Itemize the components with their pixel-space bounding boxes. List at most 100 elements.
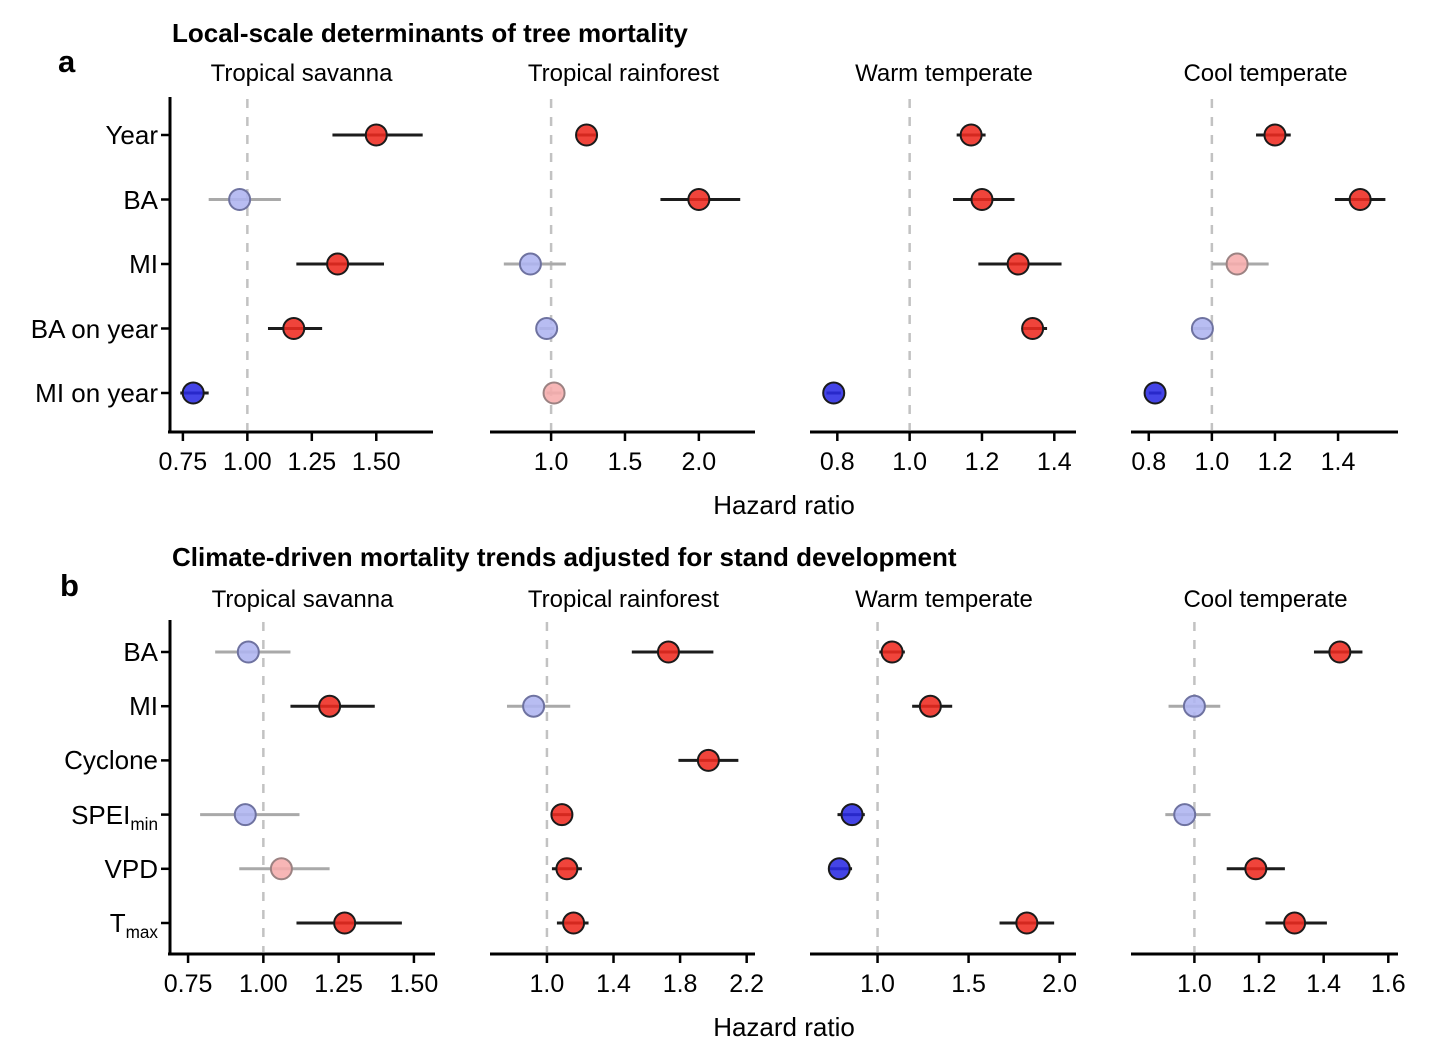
x-tick-label: 1.4 xyxy=(1320,448,1356,476)
facet-title: Tropical savanna xyxy=(210,60,393,87)
estimate-point xyxy=(364,123,388,147)
estimate-point xyxy=(518,252,542,276)
x-tick-label: 2.0 xyxy=(681,448,717,476)
x-tick-label: 1.2 xyxy=(1241,970,1277,998)
estimate-point xyxy=(1225,252,1249,276)
estimate-point xyxy=(1244,857,1268,881)
estimate-point xyxy=(1348,188,1372,211)
row-label-subscript: min xyxy=(130,813,158,834)
x-tick-label: 1.0 xyxy=(1194,448,1230,476)
x-tick-label: 1.0 xyxy=(533,448,569,476)
panel-a-letter: a xyxy=(58,44,76,79)
estimate-point xyxy=(269,857,293,881)
row-label: MI xyxy=(129,691,158,722)
row-label: SPEImin xyxy=(71,799,158,834)
estimate-point xyxy=(1021,317,1045,340)
estimate-point xyxy=(1283,911,1307,935)
estimate-point xyxy=(282,317,306,340)
estimate-point xyxy=(1182,694,1206,718)
x-tick-label: 1.2 xyxy=(964,448,1000,476)
x-tick-label: 1.6 xyxy=(1370,970,1406,998)
estimate-point xyxy=(233,803,257,827)
x-tick-label: 1.25 xyxy=(314,970,363,998)
facet-title: Cool temperate xyxy=(1183,60,1348,87)
estimate-point xyxy=(562,911,586,935)
x-tick-label: 1.5 xyxy=(607,448,643,476)
estimate-point xyxy=(840,803,864,827)
facet-title: Cool temperate xyxy=(1183,586,1348,613)
estimate-point xyxy=(970,188,994,211)
estimate-point xyxy=(535,317,559,340)
estimate-point xyxy=(822,381,846,405)
x-tick-label: 1.25 xyxy=(287,448,337,476)
x-tick-label: 1.2 xyxy=(1257,448,1293,476)
estimate-point xyxy=(555,857,579,881)
estimate-point xyxy=(1328,640,1352,664)
panel-b-title: Climate-driven mortality trends adjusted… xyxy=(172,542,957,572)
x-tick-label: 1.5 xyxy=(951,970,986,998)
x-tick-label: 1.0 xyxy=(860,970,895,998)
x-tick-label: 1.50 xyxy=(389,970,439,998)
estimate-point xyxy=(656,640,680,664)
x-tick-label: 0.75 xyxy=(163,970,213,998)
x-tick-label: 1.0 xyxy=(1177,970,1212,998)
x-tick-label: 1.0 xyxy=(892,448,928,476)
panel-a-xaxis-label: Hazard ratio xyxy=(713,490,855,520)
x-tick-label: 1.00 xyxy=(239,970,288,998)
x-tick-label: 0.8 xyxy=(819,448,855,476)
estimate-point xyxy=(326,252,350,276)
x-tick-label: 1.4 xyxy=(1036,448,1072,476)
row-label: Year xyxy=(105,120,158,150)
facet-title: Tropical rainforest xyxy=(527,60,720,87)
x-tick-label: 1.00 xyxy=(223,448,272,476)
x-tick-label: 1.0 xyxy=(529,970,565,998)
facet-title: Tropical rainforest xyxy=(527,586,720,613)
x-tick-label: 1.8 xyxy=(662,970,698,998)
estimate-point xyxy=(827,857,851,881)
row-label: BA xyxy=(123,637,158,667)
estimate-point xyxy=(228,188,252,211)
estimate-point xyxy=(333,911,357,935)
row-label: Cyclone xyxy=(64,745,158,776)
panel-a-title: Local-scale determinants of tree mortali… xyxy=(172,18,688,48)
estimate-point xyxy=(1015,911,1039,935)
estimate-point xyxy=(318,694,342,718)
x-tick-label: 1.4 xyxy=(1306,970,1342,998)
facet-title: Warm temperate xyxy=(855,60,1033,87)
row-label-subscript: max xyxy=(125,922,158,943)
estimate-point xyxy=(687,188,711,211)
estimate-point xyxy=(880,640,904,664)
x-tick-label: 1.4 xyxy=(596,970,631,998)
x-tick-label: 2.2 xyxy=(729,970,765,998)
estimate-point xyxy=(918,694,942,718)
estimate-point xyxy=(522,694,546,718)
estimate-point xyxy=(542,381,566,405)
estimate-point xyxy=(236,640,260,664)
row-label: Tmax xyxy=(109,908,158,943)
x-tick-label: 2.0 xyxy=(1042,970,1077,998)
x-tick-label: 0.8 xyxy=(1131,448,1167,476)
panel-b-letter: b xyxy=(60,568,79,603)
estimate-point xyxy=(550,803,574,827)
estimate-point xyxy=(1143,381,1167,405)
estimate-point xyxy=(1190,317,1214,340)
row-label: BA on year xyxy=(30,313,158,344)
x-tick-label: 0.75 xyxy=(158,448,208,476)
estimate-point xyxy=(1263,123,1287,147)
estimate-point xyxy=(959,123,983,147)
row-label: BA xyxy=(123,184,158,215)
x-tick-label: 1.50 xyxy=(351,448,401,476)
panel-b-xaxis-label: Hazard ratio xyxy=(713,1012,855,1042)
estimate-point xyxy=(1006,252,1030,276)
estimate-point xyxy=(181,381,205,405)
estimate-point xyxy=(696,748,720,772)
estimate-point xyxy=(575,123,599,147)
row-label: MI on year xyxy=(35,378,158,408)
estimate-point xyxy=(1173,803,1197,827)
facet-title: Tropical savanna xyxy=(211,586,394,613)
facet-title: Warm temperate xyxy=(855,586,1033,613)
row-label: MI xyxy=(129,249,158,279)
row-label: VPD xyxy=(104,853,158,884)
